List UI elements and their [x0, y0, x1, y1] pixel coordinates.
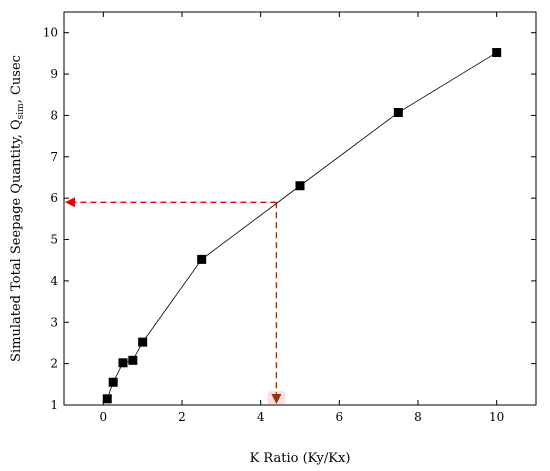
- y-axis-title-prefix: Simulated Total Seepage Quantity, Q: [9, 119, 24, 362]
- x-tick-label: 8: [414, 410, 422, 424]
- vertical-guide-highlight: [267, 391, 286, 405]
- data-point: [118, 358, 128, 368]
- x-tick-label: 6: [336, 410, 344, 424]
- data-point: [102, 394, 112, 404]
- y-tick-label: 5: [50, 233, 58, 247]
- series-line: [106, 52, 497, 399]
- y-tick-label: 3: [50, 315, 58, 329]
- horizontal-guide-arrowhead: [65, 197, 75, 208]
- y-tick-label: 8: [50, 108, 58, 122]
- annotation-guides: [65, 197, 286, 405]
- plot-border: [63, 11, 537, 406]
- data-point: [393, 108, 403, 118]
- y-tick-label: 10: [43, 26, 58, 40]
- y-axis-title: Simulated Total Seepage Quantity, Qsim, …: [9, 55, 26, 362]
- y-axis-title-subscript: sim: [16, 103, 26, 119]
- data-point: [108, 377, 118, 387]
- data-point: [138, 337, 148, 347]
- data-point: [197, 254, 207, 264]
- x-tick-label: 10: [489, 410, 504, 424]
- y-tick-label: 1: [50, 398, 58, 412]
- vertical-guide-arrowhead: [271, 394, 282, 404]
- x-tick-label: 2: [178, 410, 186, 424]
- data-point: [295, 181, 305, 191]
- x-axis-title: K Ratio (Ky/Kx): [250, 451, 351, 466]
- y-tick-label: 4: [50, 274, 58, 288]
- y-tick-label: 6: [50, 191, 58, 205]
- y-tick-label: 2: [50, 357, 58, 371]
- plot-frame: [63, 11, 537, 406]
- x-tick-label: 0: [100, 410, 108, 424]
- data-series: [102, 48, 502, 404]
- y-axis-title-suffix: , Cusec: [9, 55, 24, 103]
- data-point: [128, 355, 138, 365]
- data-point: [492, 48, 502, 58]
- y-tick-label: 7: [50, 150, 58, 164]
- y-tick-label: 9: [50, 67, 58, 81]
- x-tick-label: 4: [257, 410, 265, 424]
